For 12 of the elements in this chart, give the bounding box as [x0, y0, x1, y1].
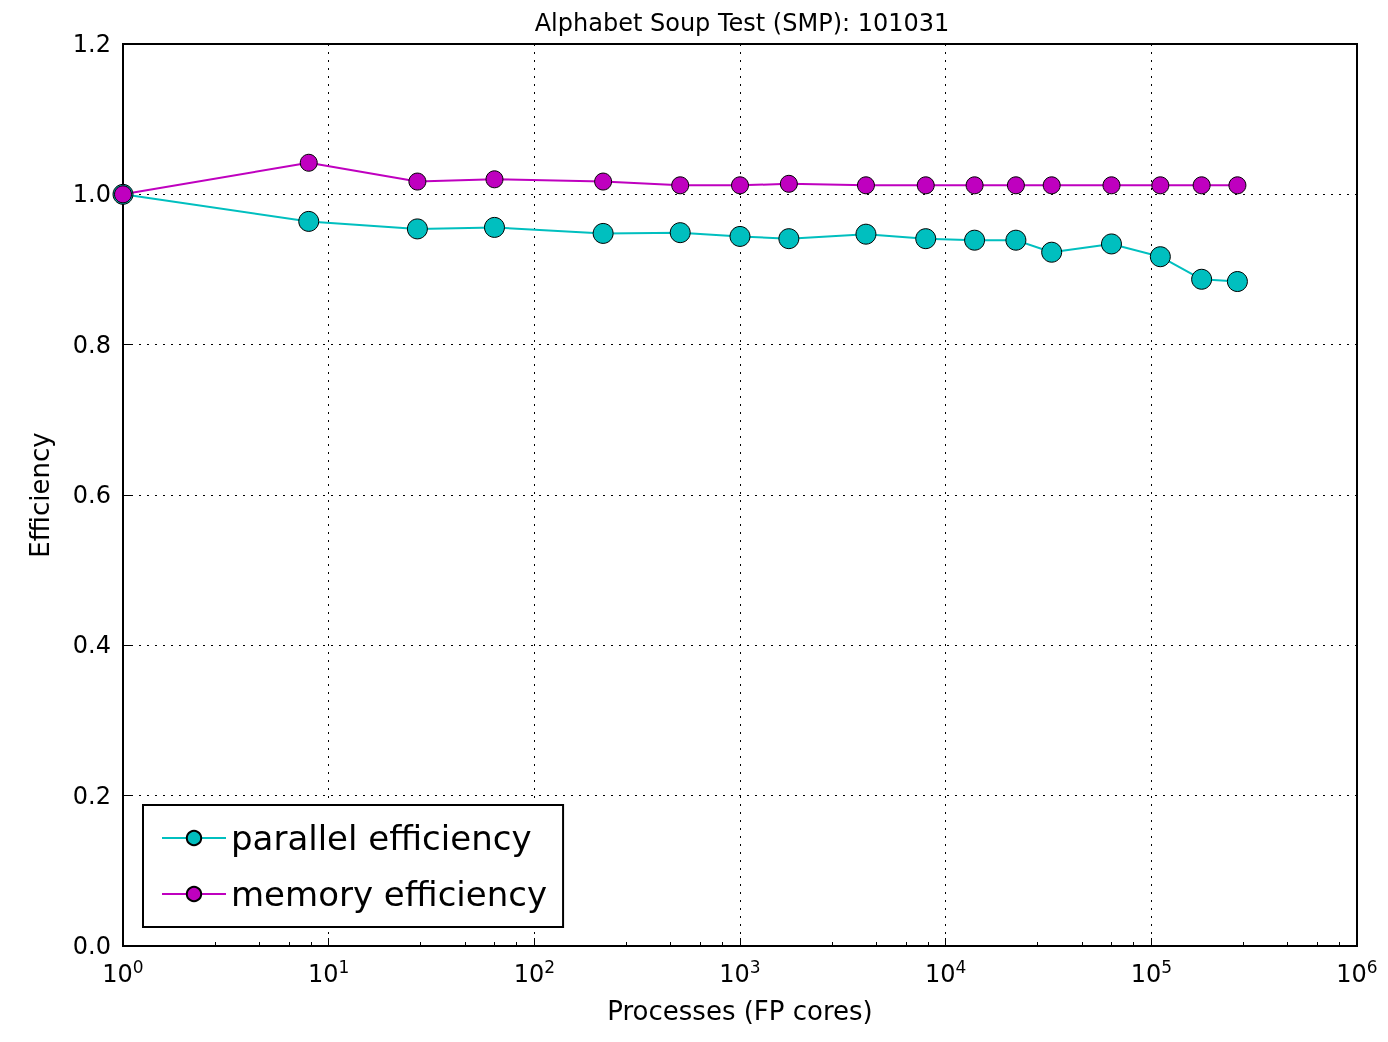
y-tick-label: 1.2: [72, 30, 111, 58]
y-tick-label: 0.4: [72, 631, 111, 660]
y-tick-label: 0.6: [72, 481, 111, 509]
x-axis-title: Processes (FP cores): [607, 996, 873, 1026]
legend-label: parallel efficiency: [231, 818, 532, 858]
y-axis-title: Efficiency: [25, 432, 55, 558]
legend-label: memory efficiency: [231, 874, 548, 914]
y-tick-label: 0.0: [72, 932, 111, 960]
y-tick-label: 0.2: [72, 781, 111, 810]
y-tick-label: 1.0: [72, 180, 111, 209]
y-tick-label: 0.8: [72, 330, 111, 359]
chart-title: Alphabet Soup Test (SMP): 101031: [534, 9, 950, 37]
